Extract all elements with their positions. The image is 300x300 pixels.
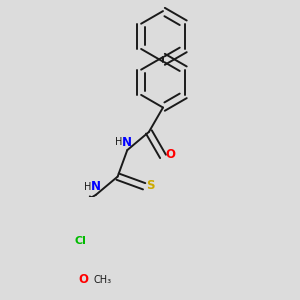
Text: N: N <box>91 180 101 193</box>
Text: CH₃: CH₃ <box>93 275 111 285</box>
Text: O: O <box>79 273 88 286</box>
Text: S: S <box>146 179 155 192</box>
Text: H: H <box>84 182 92 192</box>
Text: N: N <box>122 136 132 148</box>
Text: O: O <box>165 148 175 161</box>
Text: H: H <box>116 137 123 147</box>
Text: Cl: Cl <box>75 236 87 246</box>
